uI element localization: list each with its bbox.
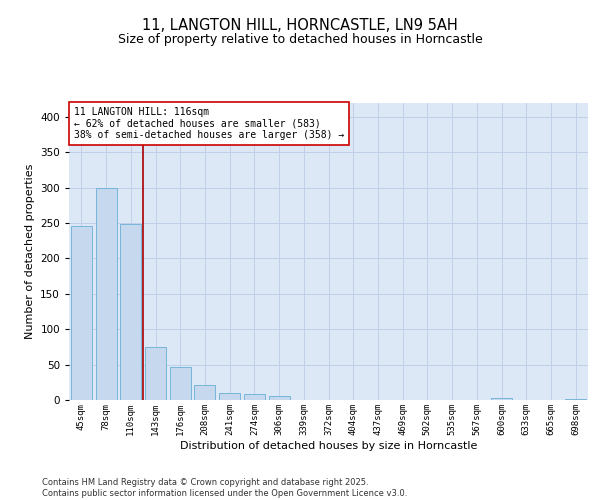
Bar [491, 398, 512, 400]
Bar [71, 226, 92, 400]
Y-axis label: Number of detached properties: Number of detached properties [25, 164, 35, 339]
Text: Size of property relative to detached houses in Horncastle: Size of property relative to detached ho… [118, 32, 482, 46]
Bar [194, 385, 215, 400]
Bar [219, 393, 240, 400]
Text: 11 LANGTON HILL: 116sqm
← 62% of detached houses are smaller (583)
38% of semi-d: 11 LANGTON HILL: 116sqm ← 62% of detache… [74, 107, 344, 140]
Text: 11, LANGTON HILL, HORNCASTLE, LN9 5AH: 11, LANGTON HILL, HORNCASTLE, LN9 5AH [142, 18, 458, 32]
Bar [565, 398, 586, 400]
X-axis label: Distribution of detached houses by size in Horncastle: Distribution of detached houses by size … [180, 440, 477, 450]
Bar [269, 396, 290, 400]
Bar [145, 347, 166, 400]
Bar [95, 188, 116, 400]
Bar [120, 224, 141, 400]
Text: Contains HM Land Registry data © Crown copyright and database right 2025.
Contai: Contains HM Land Registry data © Crown c… [42, 478, 407, 498]
Bar [170, 368, 191, 400]
Bar [244, 394, 265, 400]
